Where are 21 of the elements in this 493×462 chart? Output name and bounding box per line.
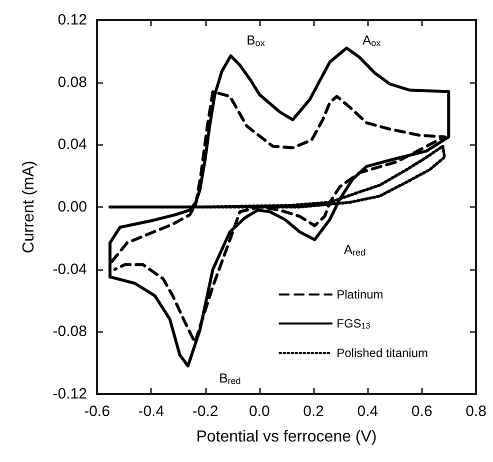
x-tick-label: 0.6 — [411, 403, 432, 420]
x-tick-label: 0.0 — [249, 403, 270, 420]
y-tick-label: 0.00 — [58, 198, 87, 216]
x-tick-label: -0.2 — [192, 403, 218, 420]
x-tick-label: -0.6 — [84, 403, 110, 420]
x-tick-label: 0.2 — [303, 403, 324, 420]
legend-label: FGS13 — [336, 316, 371, 330]
y-tick-label: -0.08 — [52, 323, 87, 340]
y-tick-label: -0.04 — [52, 260, 87, 278]
y-tick-label: 0.04 — [58, 136, 87, 154]
x-tick-label: -0.4 — [138, 403, 164, 420]
y-tick-label: 0.08 — [58, 74, 87, 91]
y-tick-label: -0.12 — [52, 386, 87, 402]
x-tick-label: 0.8 — [466, 403, 486, 420]
x-axis-title: Potential vs ferrocene (V) — [196, 428, 377, 446]
line-series — [108, 46, 450, 368]
y-tick-label: 0.12 — [58, 12, 87, 28]
legend-label: Platinum — [336, 288, 384, 302]
x-tick-label: 0.4 — [357, 403, 378, 420]
legend-label: Polished titanium — [336, 346, 428, 360]
y-axis-title: Current (mA) — [20, 160, 38, 254]
